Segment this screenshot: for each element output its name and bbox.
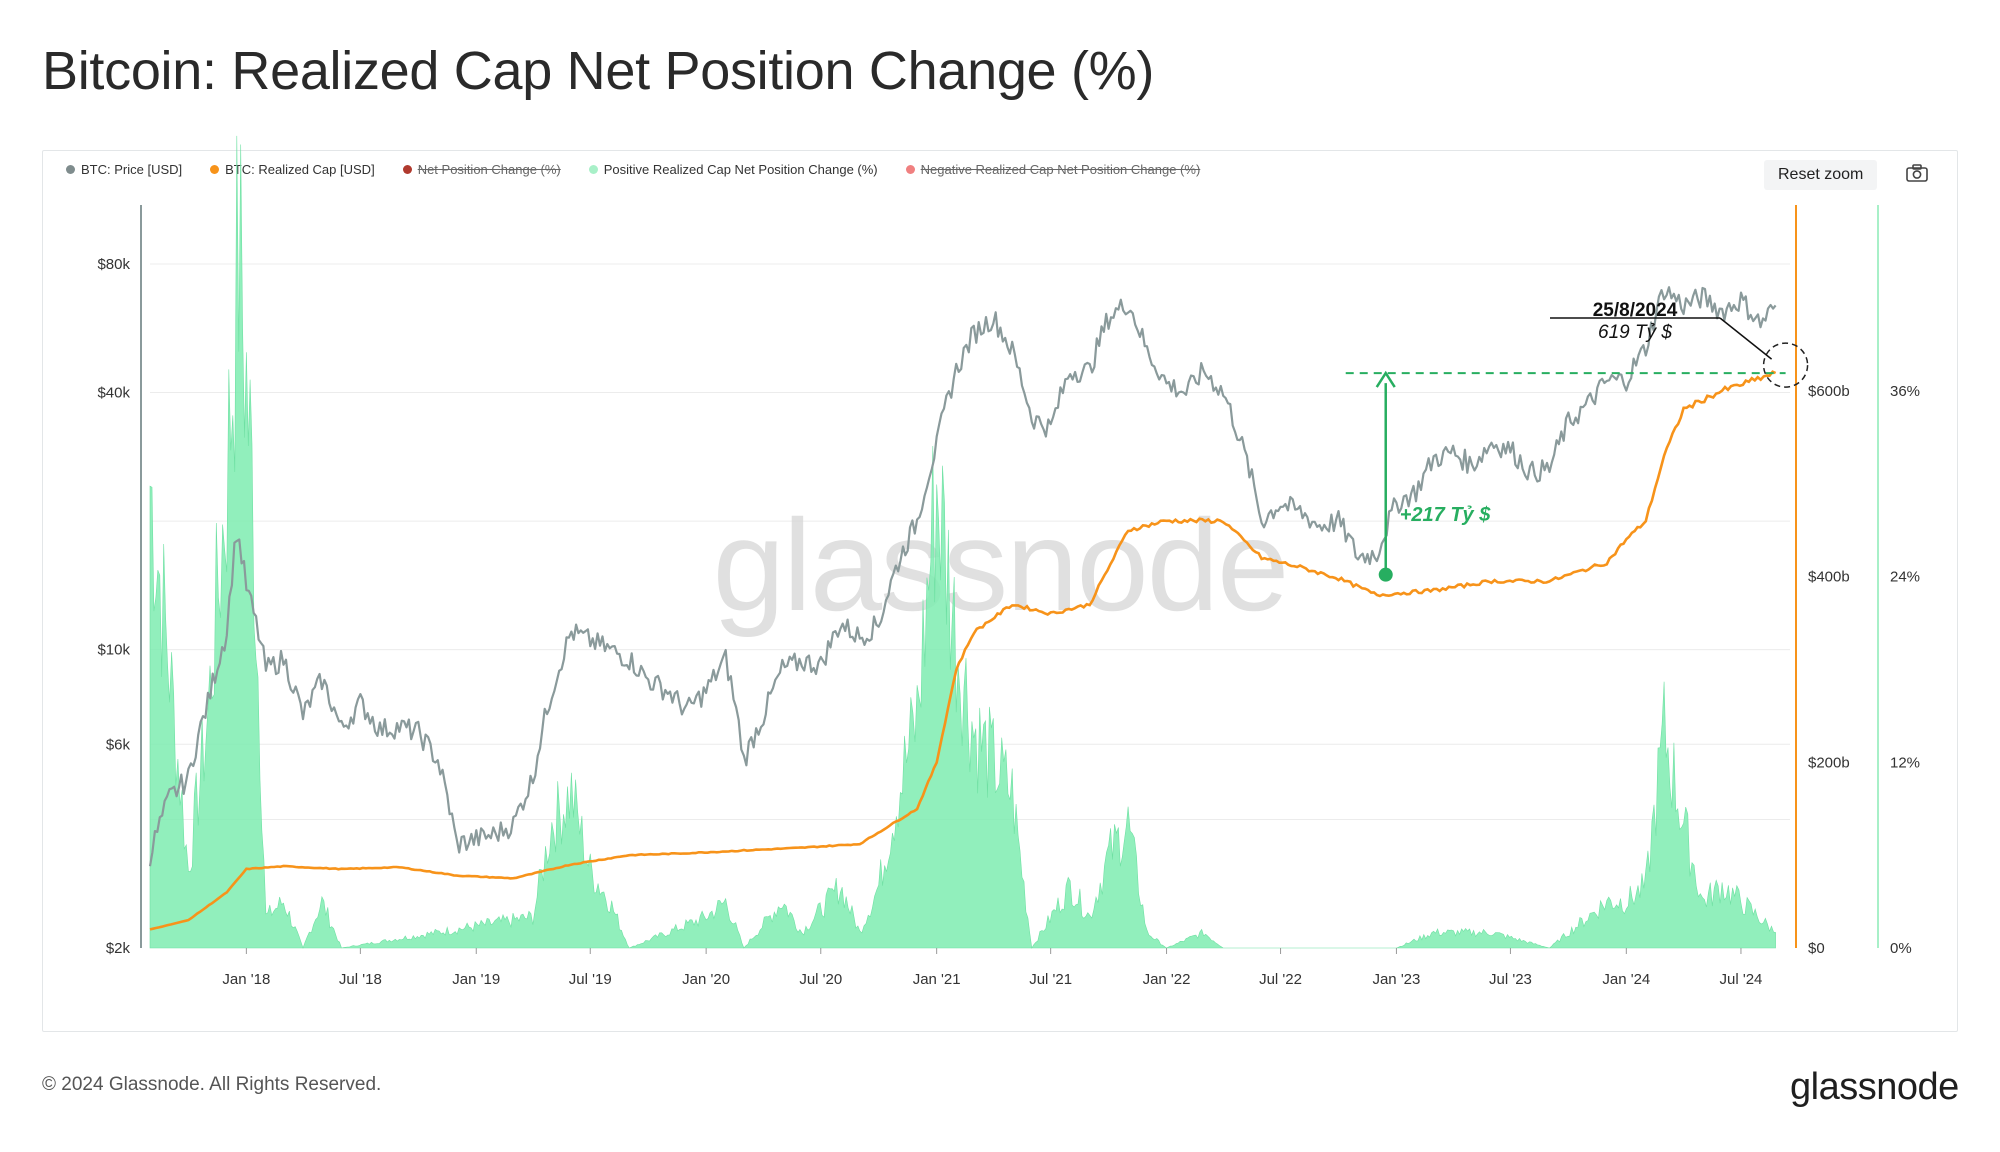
- watermark: glassnode: [713, 492, 1288, 638]
- x-tick-label: Jul '18: [339, 971, 382, 988]
- positive-area-layer: [149, 135, 1776, 949]
- x-tick-label: Jan '23: [1372, 971, 1420, 988]
- positive-area: [149, 135, 1776, 949]
- footer-logo: glassnode: [1790, 1066, 1959, 1108]
- x-tick-label: Jan '24: [1602, 971, 1650, 988]
- y-right-tick-label: $0: [1808, 940, 1825, 957]
- callout-value: 619 Tỷ $: [1598, 322, 1672, 343]
- reset-zoom-button[interactable]: Reset zoom: [1764, 160, 1878, 190]
- x-tick-label: Jul '23: [1489, 971, 1532, 988]
- realized-cap-line-layer: [149, 370, 1777, 931]
- y-right2-tick-label: 12%: [1890, 754, 1920, 771]
- legend-label-price: BTC: Price [USD]: [81, 162, 183, 177]
- y-left-tick-label: $2k: [106, 940, 131, 957]
- start-point-marker: [1378, 567, 1393, 582]
- legend-item-positive[interactable]: Positive Realized Cap Net Position Chang…: [588, 162, 878, 177]
- x-tick-label: Jul '24: [1720, 971, 1763, 988]
- y-left-tick-label: $80k: [97, 256, 130, 273]
- x-tick-label: Jan '21: [913, 971, 961, 988]
- x-tick-label: Jul '19: [569, 971, 612, 988]
- legend-label-negative: Negative Realized Cap Net Position Chang…: [920, 162, 1201, 177]
- y-left-tick-label: $10k: [97, 642, 130, 659]
- x-tick-label: Jul '21: [1029, 971, 1072, 988]
- legend-item-net-position[interactable]: Net Position Change (%): [402, 162, 561, 177]
- realized-cap-line: [149, 370, 1777, 931]
- x-tick-label: Jan '22: [1143, 971, 1191, 988]
- legend-dot-price: [66, 165, 75, 174]
- y-right-tick-label: $400b: [1808, 569, 1850, 586]
- legend-item-price[interactable]: BTC: Price [USD]: [66, 162, 182, 177]
- y-right-tick-label: $600b: [1808, 383, 1850, 400]
- legend: BTC: Price [USD] BTC: Realized Cap [USD]…: [66, 162, 1200, 177]
- page-title: Bitcoin: Realized Cap Net Position Chang…: [42, 41, 1155, 101]
- legend-dot-realized-cap: [210, 165, 220, 174]
- legend-item-negative[interactable]: Negative Realized Cap Net Position Chang…: [905, 162, 1201, 177]
- legend-dot-positive: [588, 165, 598, 174]
- callout-leader: [1719, 317, 1773, 360]
- legend-item-realized-cap[interactable]: BTC: Realized Cap [USD]: [210, 162, 375, 177]
- x-tick-label: Jul '22: [1259, 971, 1302, 988]
- gain-arrowhead: [1375, 370, 1396, 388]
- x-tick-label: Jan '18: [222, 971, 270, 988]
- y-left-tick-label: $6k: [106, 736, 131, 753]
- y-right2-tick-label: 0%: [1890, 940, 1912, 957]
- legend-label-realized-cap: BTC: Realized Cap [USD]: [225, 162, 375, 177]
- callout-date: 25/8/2024: [1593, 300, 1678, 321]
- legend-dot-net-position: [402, 165, 412, 174]
- price-line: [148, 286, 1777, 867]
- x-tick-label: Jan '20: [682, 971, 730, 988]
- y-left-tick-label: $40k: [97, 385, 130, 402]
- y-right2-tick-label: 36%: [1890, 383, 1920, 400]
- legend-dot-negative: [905, 165, 915, 174]
- endpoint-highlight-circle: [1762, 342, 1809, 388]
- y-right-tick-label: $200b: [1808, 754, 1850, 771]
- x-tick-label: Jul '20: [799, 971, 842, 988]
- footer-copyright: © 2024 Glassnode. All Rights Reserved.: [42, 1074, 382, 1095]
- x-tick-label: Jan '19: [452, 971, 500, 988]
- legend-label-net-position: Net Position Change (%): [417, 162, 561, 177]
- gain-label: +217 Tỷ $: [1400, 504, 1492, 526]
- price-line-layer: [148, 286, 1777, 867]
- legend-label-positive: Positive Realized Cap Net Position Chang…: [603, 162, 878, 177]
- axes-layer: Jan '18 Jul '18 Jan '19 Jul '19 Jan '20 Jul '…: [97, 205, 1920, 988]
- y-right2-tick-label: 24%: [1890, 569, 1920, 586]
- camera-icon[interactable]: [1906, 164, 1928, 182]
